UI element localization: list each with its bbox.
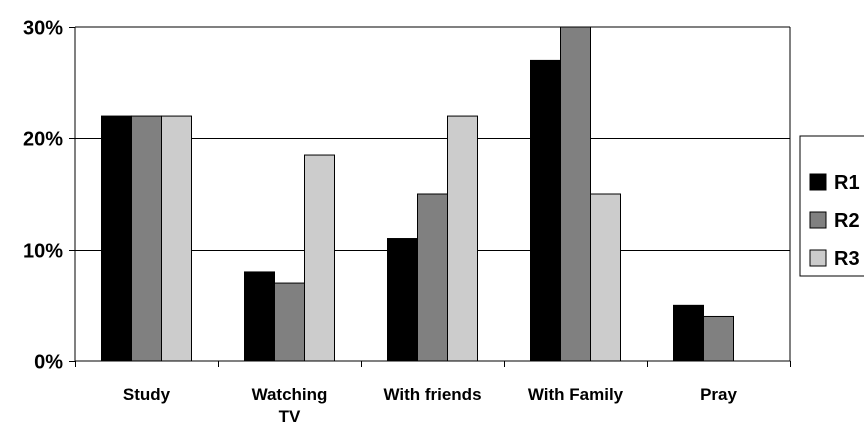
legend-swatch [809, 249, 827, 267]
bar [304, 154, 335, 362]
bar [417, 193, 448, 362]
y-tick-label: 10% [23, 241, 63, 263]
bar [447, 115, 478, 362]
bar [590, 193, 621, 362]
y-axis-ticks: 0% 10% 20% 30% [23, 18, 75, 374]
x-category-label: Watching TV [252, 385, 328, 426]
bar [673, 304, 704, 362]
bar [703, 315, 734, 362]
bar [101, 115, 132, 362]
bar [161, 115, 192, 362]
y-tick-label: 0% [34, 352, 63, 374]
bar [560, 26, 591, 362]
legend-label: R1 [834, 172, 860, 194]
bar [387, 238, 418, 362]
y-tick-label: 30% [23, 18, 63, 40]
legend-label: R2 [834, 210, 860, 232]
axes [74, 26, 791, 362]
x-category-label: Pray [700, 385, 737, 404]
x-category-label: Study [123, 385, 171, 404]
bar [244, 271, 275, 362]
legend: R1 R2 R3 [799, 135, 864, 277]
legend-label: R3 [834, 248, 860, 270]
bar [274, 282, 305, 362]
y-tick-label: 20% [23, 129, 63, 151]
x-category-label: With Family [528, 385, 624, 404]
x-category-label: With friends [383, 385, 481, 404]
x-axis-ticks: Study Watching TV With friends With Family Pr… [75, 361, 791, 426]
legend-swatch [809, 211, 827, 229]
bar [530, 59, 561, 362]
legend-swatch [809, 173, 827, 191]
bar [131, 115, 162, 362]
bars [101, 26, 734, 362]
